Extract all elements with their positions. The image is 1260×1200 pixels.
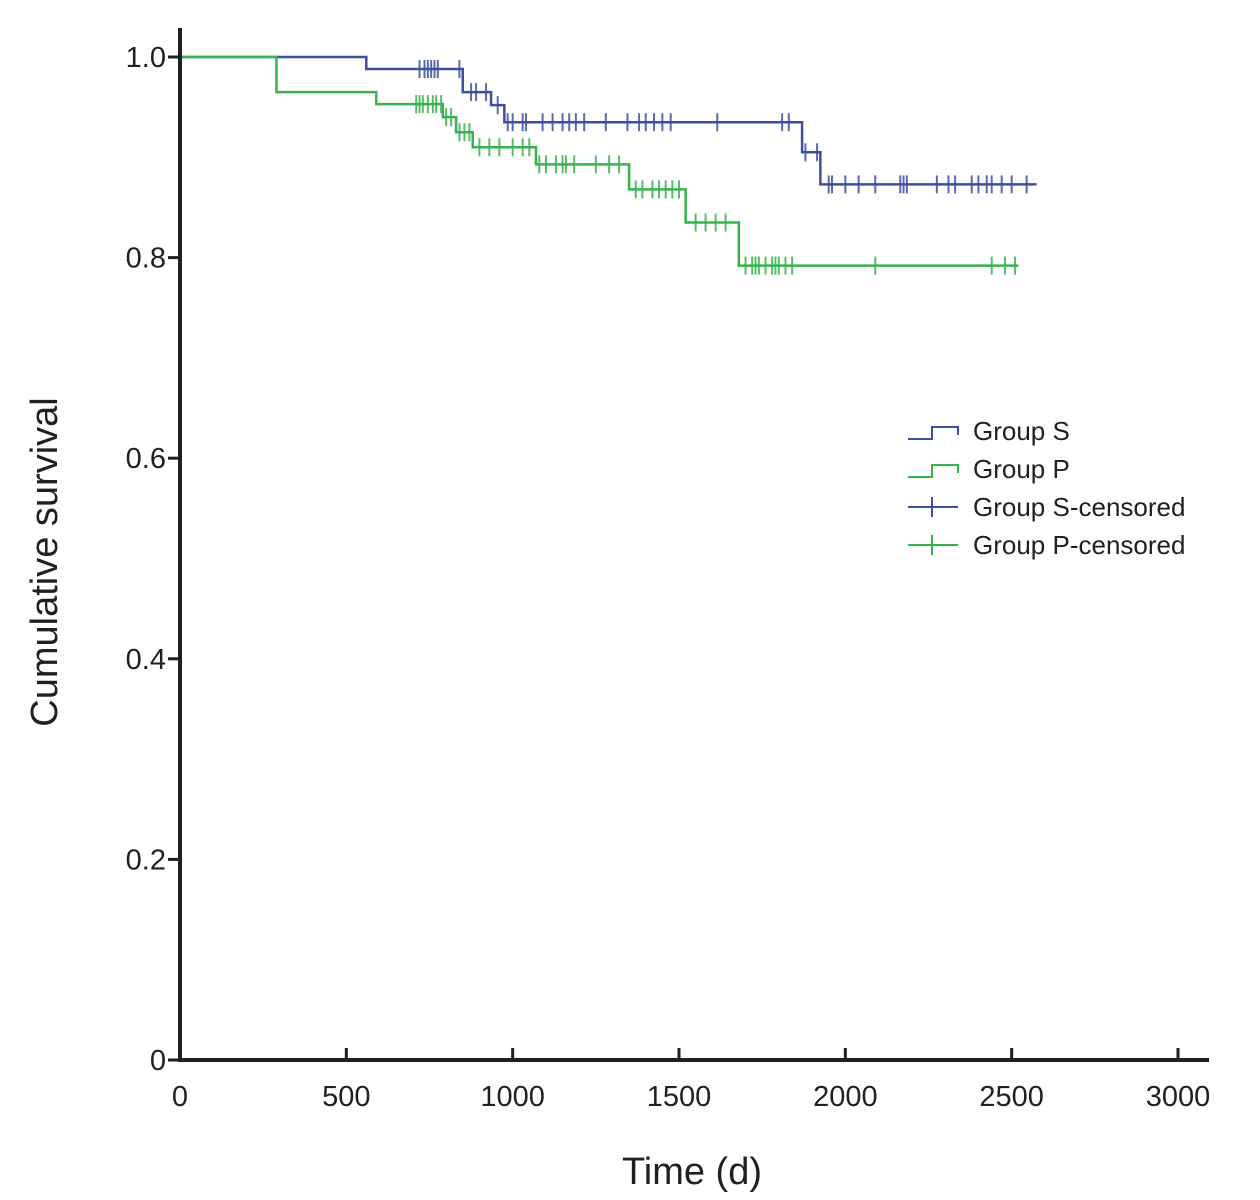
legend-swatch-step [908, 464, 959, 478]
legend-label: Group S [973, 416, 1070, 446]
y-axis-title: Cumulative survival [24, 397, 66, 726]
legend: Group S Group P Group S-censored Group P-ce… [908, 416, 1185, 560]
legend-label: Group P [973, 454, 1070, 484]
ticks: 0 500 1000 1500 2000 2500 3000 0 0.2 0.4 0.6 0.8 1.0 [126, 42, 1211, 1113]
plot-area [180, 55, 1037, 275]
y-tick-label: 0.4 [126, 644, 166, 676]
x-tick-label: 1000 [480, 1081, 545, 1113]
x-tick-label: 0 [172, 1081, 188, 1113]
x-axis-title: Time (d) [622, 1151, 762, 1193]
y-tick-label: 0.2 [126, 844, 166, 876]
axes [178, 28, 1209, 1062]
legend-label: Group S-censored [973, 492, 1185, 522]
x-tick-label: 1500 [647, 1081, 712, 1113]
group-p-curve [180, 55, 1019, 267]
y-tick-label: 0.8 [126, 243, 166, 275]
x-tick-label: 2500 [979, 1081, 1044, 1113]
y-tick-label: 1.0 [126, 42, 166, 74]
x-tick-label: 2000 [813, 1081, 878, 1113]
y-tick-label: 0 [150, 1045, 166, 1077]
legend-label: Group P-censored [973, 530, 1185, 560]
legend-swatch-step [908, 426, 959, 440]
x-tick-label: 500 [322, 1081, 370, 1113]
x-tick-label: 3000 [1146, 1081, 1211, 1113]
y-tick-label: 0.6 [126, 443, 166, 475]
